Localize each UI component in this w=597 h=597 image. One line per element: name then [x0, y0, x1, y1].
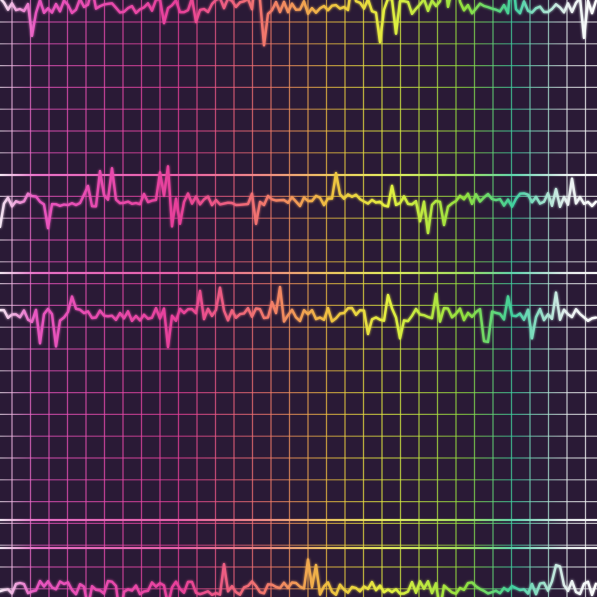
- waveform: [0, 0, 597, 47]
- waveform: [0, 165, 597, 235]
- waveform: [0, 558, 597, 597]
- waveform: [0, 285, 597, 349]
